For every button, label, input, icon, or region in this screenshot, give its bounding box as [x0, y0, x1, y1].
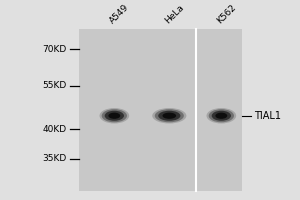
Ellipse shape [152, 108, 186, 123]
Text: HeLa: HeLa [163, 3, 185, 26]
Ellipse shape [212, 111, 231, 121]
Ellipse shape [108, 113, 120, 119]
Ellipse shape [158, 111, 180, 121]
Ellipse shape [100, 108, 129, 123]
Text: 70KD: 70KD [43, 45, 67, 54]
Text: 55KD: 55KD [43, 81, 67, 90]
Ellipse shape [215, 113, 227, 119]
Text: TIAL1: TIAL1 [254, 111, 281, 121]
Ellipse shape [105, 111, 124, 121]
Text: A549: A549 [108, 3, 131, 26]
Ellipse shape [206, 108, 236, 123]
Ellipse shape [155, 109, 184, 122]
Ellipse shape [163, 113, 176, 119]
Text: 40KD: 40KD [43, 125, 67, 134]
Text: 35KD: 35KD [43, 154, 67, 163]
Ellipse shape [209, 109, 234, 122]
Text: K562: K562 [215, 3, 238, 26]
FancyBboxPatch shape [79, 29, 242, 191]
Ellipse shape [102, 109, 127, 122]
